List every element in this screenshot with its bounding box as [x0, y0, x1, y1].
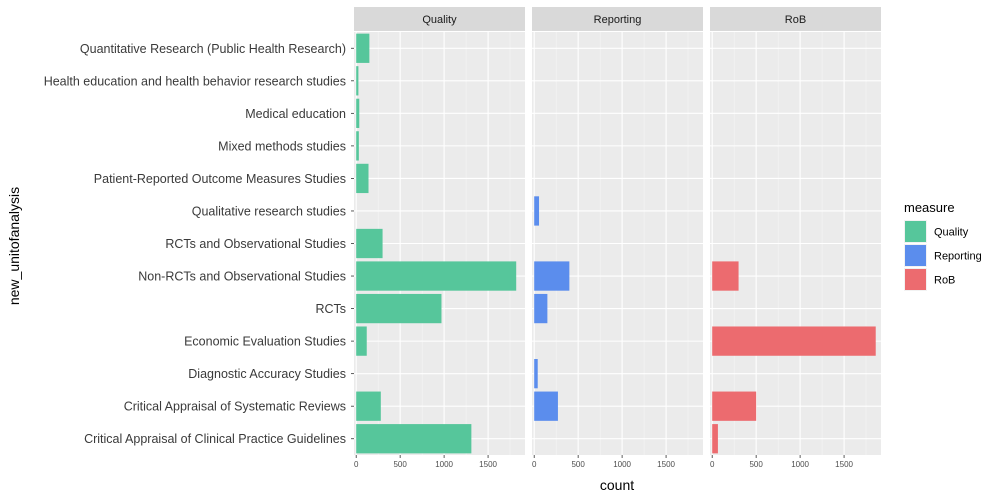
category-label: Health education and health behavior res… [44, 74, 346, 88]
bar-quality-critical-appraisal-of-clinical-practice-guidelines [356, 424, 472, 454]
legend-swatch [905, 221, 926, 242]
legend-item-rob: RoB [904, 268, 955, 291]
facet-strip [710, 7, 881, 31]
x-tick-label: 500 [749, 460, 763, 469]
x-axis-title: count [600, 477, 634, 493]
category-label: Critical Appraisal of Clinical Practice … [84, 432, 346, 446]
legend-label: RoB [934, 275, 955, 287]
category-label: Qualitative research studies [192, 204, 346, 218]
category-label: Quantitative Research (Public Health Res… [80, 42, 346, 56]
category-label: RCTs [315, 302, 346, 316]
category-label: Mixed methods studies [218, 139, 346, 153]
bar-rob-critical-appraisal-of-clinical-practice-guidelines [712, 424, 718, 454]
facet-panel-rob: RoB 0 500 1000 1500 [710, 7, 881, 469]
bar-quality-critical-appraisal-of-systematic-reviews [356, 391, 381, 421]
legend-item-quality: Quality [904, 220, 969, 243]
bar-rob-non-rcts-and-observational-studies [712, 261, 739, 291]
x-tick-label: 0 [532, 460, 537, 469]
legend-label: Reporting [934, 251, 982, 263]
bar-reporting-rcts [534, 293, 548, 324]
facet-strip-label: RoB [785, 14, 806, 26]
bar-quality-non-rcts-and-observational-studies [356, 261, 517, 291]
facet-strip [354, 7, 525, 31]
x-tick-label: 1500 [479, 460, 497, 469]
bar-reporting-critical-appraisal-of-systematic-reviews [534, 391, 558, 421]
bar-rob-economic-evaluation-studies [712, 326, 876, 356]
x-tick-label: 0 [354, 460, 359, 469]
legend-title: measure [904, 200, 955, 215]
facet-strip-label: Quality [422, 14, 457, 26]
legend-label: Quality [934, 227, 969, 239]
category-label: Economic Evaluation Studies [184, 335, 346, 349]
bar-quality-quantitative-research-public-health-research [356, 33, 370, 63]
category-label: RCTs and Observational Studies [165, 237, 346, 251]
category-label: Non-RCTs and Observational Studies [138, 270, 346, 284]
category-label: Diagnostic Accuracy Studies [188, 367, 346, 381]
category-labels: Quantitative Research (Public Health Res… [44, 42, 354, 446]
bar-quality-economic-evaluation-studies [356, 326, 367, 356]
legend-swatch [905, 245, 926, 266]
facet-strip [532, 7, 703, 31]
bar-reporting-non-rcts-and-observational-studies [534, 261, 570, 291]
category-label: Patient-Reported Outcome Measures Studie… [94, 172, 346, 186]
bar-quality-rcts [356, 293, 442, 324]
category-label: Medical education [245, 107, 346, 121]
y-axis-title: new_unitofanalysis [6, 187, 22, 305]
legend: measure Quality Reporting RoB [904, 200, 982, 291]
x-tick-label: 1500 [657, 460, 675, 469]
x-tick-label: 0 [710, 460, 715, 469]
bar-quality-patient-reported-outcome-measures-studies [356, 163, 369, 194]
bar-quality-medical-education [356, 98, 360, 128]
x-tick-label: 1000 [613, 460, 631, 469]
bar-quality-rcts-and-observational-studies [356, 228, 383, 259]
bar-reporting-qualitative-research-studies [534, 196, 540, 226]
bar-reporting-diagnostic-accuracy-studies [534, 359, 538, 389]
x-tick-label: 500 [393, 460, 407, 469]
legend-item-reporting: Reporting [904, 244, 982, 267]
category-label: Critical Appraisal of Systematic Reviews [124, 400, 346, 414]
legend-swatch [905, 269, 926, 290]
x-tick-label: 1000 [435, 460, 453, 469]
facet-panels: Quality 0 500 1000 1500 Reporting 0 500 1000 1500… [354, 7, 881, 469]
facet-panel-quality: Quality 0 500 1000 1500 [354, 7, 525, 469]
bar-quality-mixed-methods-studies [356, 131, 359, 161]
x-tick-label: 1500 [835, 460, 853, 469]
x-tick-label: 1000 [791, 460, 809, 469]
bar-rob-critical-appraisal-of-systematic-reviews [712, 391, 757, 421]
x-tick-label: 500 [571, 460, 585, 469]
facet-panel-reporting: Reporting 0 500 1000 1500 [532, 7, 703, 469]
bar-quality-health-education-and-health-behavior-research-studies [356, 66, 359, 96]
facet-strip-label: Reporting [594, 14, 642, 26]
